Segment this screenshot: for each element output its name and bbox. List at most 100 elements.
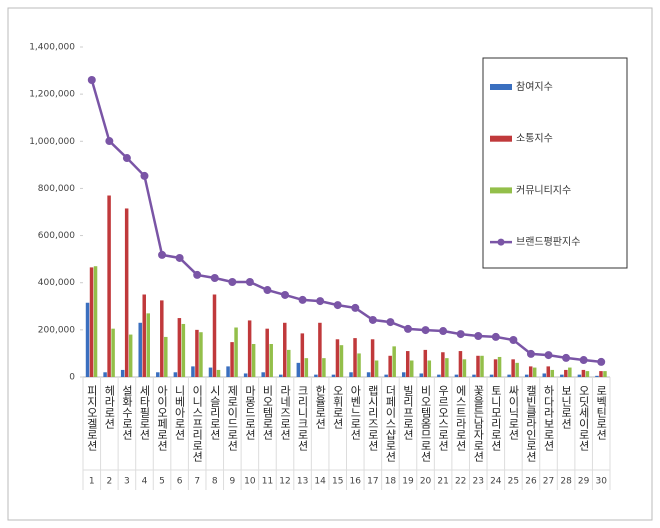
point	[298, 295, 307, 304]
bar	[476, 355, 480, 377]
point	[403, 324, 412, 333]
bar	[423, 349, 428, 377]
bar	[230, 342, 234, 377]
y-tick-label: 1,000,000	[29, 137, 75, 147]
rank-label: 9	[229, 477, 235, 487]
bar	[243, 373, 248, 377]
rank-label: 6	[177, 477, 183, 487]
rank-label: 15	[332, 477, 343, 487]
bar	[195, 329, 199, 377]
rank-label: 12	[279, 477, 290, 487]
rank-label: 3	[124, 477, 130, 487]
x-tick-label: 빌리프로션	[401, 385, 414, 440]
point	[105, 137, 114, 146]
bar	[409, 360, 414, 377]
rank-label: 24	[490, 477, 502, 487]
y-tick-label: 1,200,000	[29, 90, 75, 100]
legend-swatch	[490, 135, 512, 142]
x-tick-label: 오휘로션	[331, 385, 344, 429]
bar	[595, 375, 599, 377]
point	[351, 303, 360, 312]
bar	[366, 372, 371, 377]
bar	[331, 374, 336, 377]
bar	[103, 372, 107, 377]
bar	[603, 371, 607, 377]
bar	[489, 374, 494, 377]
bar	[568, 367, 572, 377]
rank-label: 30	[595, 477, 607, 487]
bar	[542, 373, 547, 377]
bar	[177, 318, 182, 377]
bar	[287, 349, 291, 377]
bar	[138, 322, 142, 377]
rank-label: 8	[212, 477, 218, 487]
bar	[314, 374, 318, 377]
point	[562, 353, 571, 362]
x-tick-label: 제로이드로션	[226, 385, 239, 451]
x-tick-label: 크리니크로션	[296, 385, 309, 451]
bar	[507, 374, 511, 377]
bar	[208, 367, 213, 377]
bar	[441, 352, 445, 377]
x-tick-label: 피지오겔로션	[85, 385, 98, 451]
bar	[234, 327, 238, 377]
frame	[7, 7, 653, 521]
x-tick-label: 아이오페로션	[156, 385, 169, 451]
x-tick-label: 하다라보로션	[542, 384, 555, 451]
y-tick-label: 0	[69, 373, 75, 383]
point	[175, 253, 184, 262]
point	[439, 327, 448, 336]
bar	[300, 333, 305, 377]
rank-label: 2	[106, 477, 112, 487]
bar	[585, 371, 590, 377]
x-tick-label: 비오템옴므로션	[419, 385, 432, 462]
bar	[304, 358, 309, 377]
point	[526, 349, 535, 358]
bar	[427, 360, 432, 377]
legend-label: 브랜드평판지수	[516, 236, 580, 248]
point	[579, 356, 588, 365]
bar	[265, 328, 269, 377]
x-tick-label: 니베아로션	[173, 385, 186, 440]
bar	[357, 353, 361, 377]
point	[245, 278, 254, 287]
bar	[339, 345, 344, 377]
rank-label: 10	[244, 477, 256, 487]
bar	[216, 369, 221, 377]
bar	[370, 339, 375, 377]
point	[122, 154, 131, 163]
legend-swatch	[497, 238, 505, 246]
bar	[164, 336, 168, 377]
bar	[318, 322, 322, 377]
bar	[392, 346, 396, 377]
bar	[388, 355, 392, 377]
x-tick-label: 토니모리로션	[489, 385, 502, 451]
x-tick-label: 랩시리즈로션	[366, 385, 379, 451]
legend-label: 소통지수	[516, 133, 553, 145]
bar	[335, 339, 340, 377]
bar	[511, 359, 515, 377]
bar	[173, 372, 178, 377]
point	[316, 297, 325, 306]
x-tick-label: 오딧세이로션	[577, 385, 590, 451]
bar	[454, 374, 459, 377]
legend-swatch	[490, 187, 512, 194]
rank-label: 25	[508, 477, 519, 487]
bar	[89, 267, 94, 377]
x-tick-label: 더페이스샵로션	[384, 385, 397, 462]
x-tick-label: 싸이닉로션	[507, 385, 520, 440]
y-tick-label: 1,400,000	[29, 43, 75, 53]
bar	[532, 367, 537, 377]
rank-label: 28	[560, 477, 572, 487]
point	[281, 290, 290, 299]
bar	[458, 351, 463, 377]
bar	[401, 372, 406, 377]
bar	[283, 322, 287, 377]
rank-label: 21	[437, 477, 448, 487]
bar	[142, 294, 146, 377]
point	[193, 270, 202, 279]
point	[140, 171, 149, 180]
bar	[546, 366, 551, 377]
rank-label: 29	[578, 477, 590, 487]
